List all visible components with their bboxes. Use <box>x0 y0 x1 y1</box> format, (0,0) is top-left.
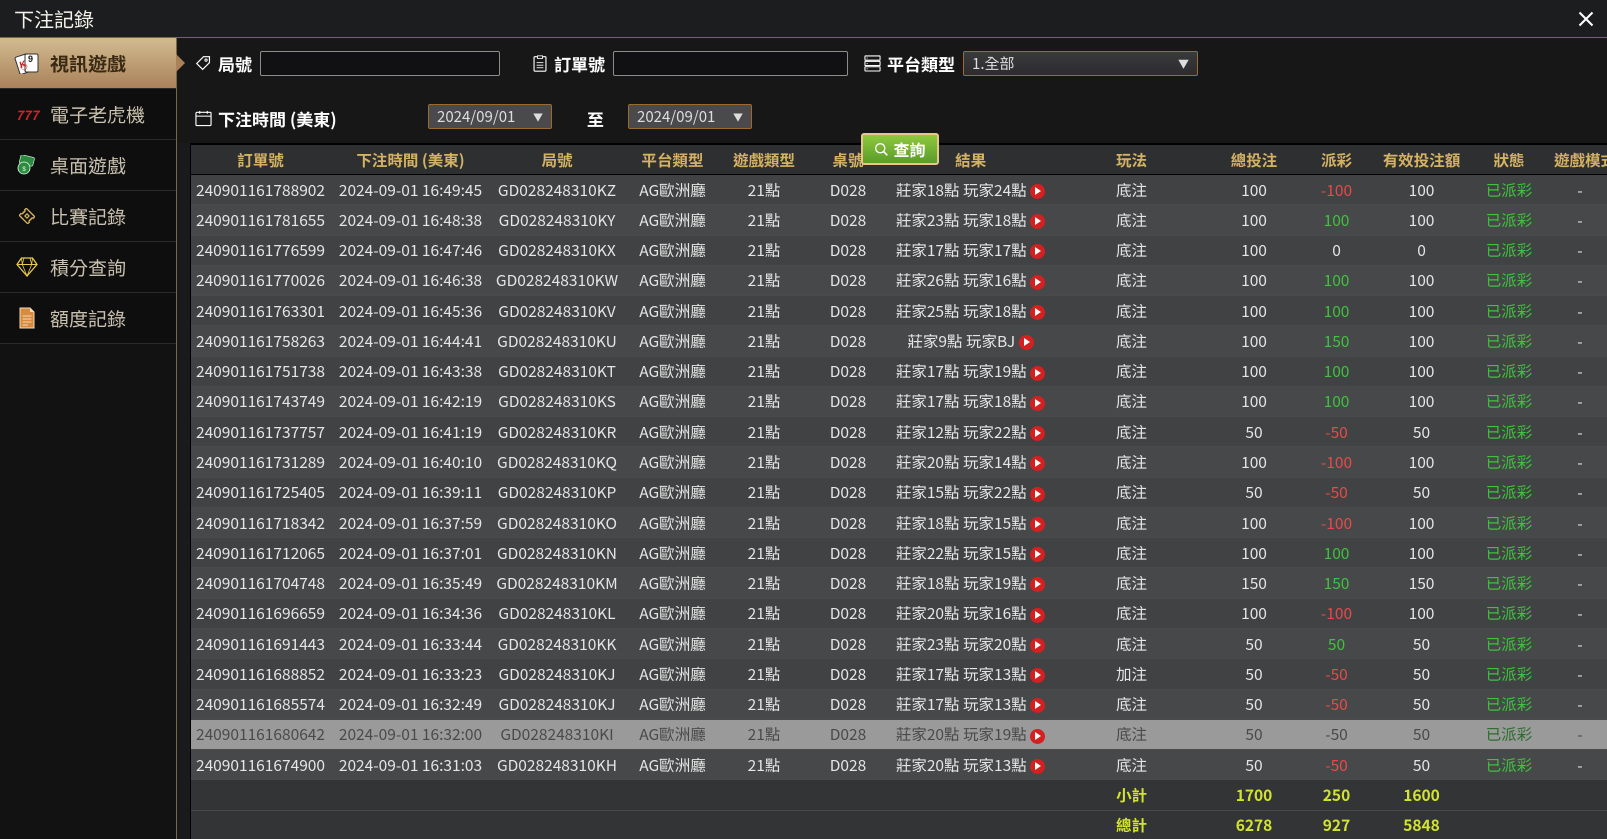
svg-text:9: 9 <box>28 54 33 64</box>
